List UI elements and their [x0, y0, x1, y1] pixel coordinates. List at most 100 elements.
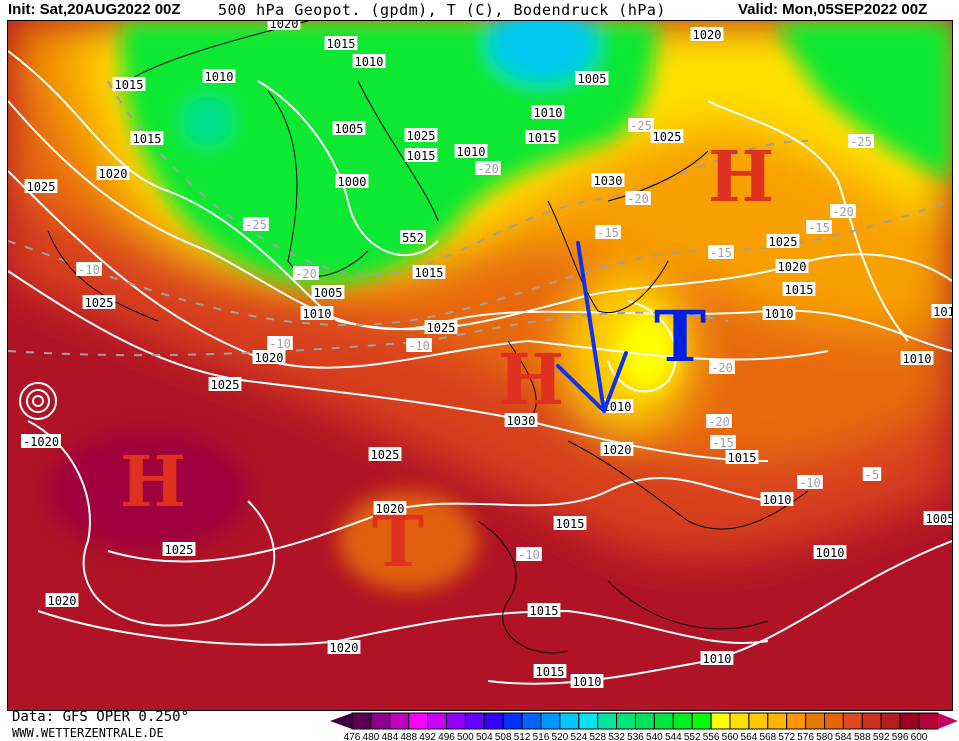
isobar-label: 552: [400, 230, 426, 245]
label-background: [335, 174, 369, 188]
isobar-label: 1025: [404, 128, 438, 143]
label-text: -20: [711, 361, 733, 375]
label-background: [267, 336, 293, 350]
isobar-label: 1020: [775, 259, 809, 274]
legend-swatch: [408, 712, 429, 730]
label-text: 1020: [778, 260, 807, 274]
isotherm-label: -25: [628, 118, 654, 133]
legend-swatch: [824, 712, 844, 730]
legend-label: 596: [892, 732, 909, 741]
label-text: 1025: [653, 130, 682, 144]
isobar-label: 1025: [368, 447, 402, 462]
isotherm-label: -20: [475, 161, 501, 176]
label-text: 1030: [507, 414, 536, 428]
isobar-label: 1015: [112, 77, 146, 92]
label-text: -15: [710, 246, 732, 260]
pressure-symbols: H H T H T: [120, 135, 774, 583]
isobar-label: 1020: [690, 27, 724, 42]
label-text: 1005: [926, 512, 952, 526]
isobar-label: 1010: [202, 69, 236, 84]
label-text: -20: [627, 192, 649, 206]
isobar-label: 1020: [252, 350, 286, 365]
legend-swatch: [842, 712, 863, 730]
isotherm-label: -10: [267, 336, 293, 351]
legend-label: 560: [722, 732, 739, 741]
label-text: -20: [477, 162, 499, 176]
init-time: Init: Sat,20AUG2022 00Z: [8, 1, 181, 18]
legend-label: 572: [778, 732, 795, 741]
label-text: -10: [78, 263, 100, 277]
label-text: 552: [402, 231, 424, 245]
label-background: [708, 245, 734, 259]
legend-label: 484: [381, 732, 398, 741]
isobar-label: 1000: [335, 174, 369, 189]
label-background: [162, 542, 196, 556]
legend-swatch: [540, 712, 561, 730]
isotherms: [8, 80, 952, 357]
label-text: -20: [832, 205, 854, 219]
valid-time: Valid: Mon,05SEP2022 00Z: [738, 1, 928, 18]
isotherm-label: -20: [709, 360, 735, 375]
isobar-label: 1020: [327, 640, 361, 655]
legend-swatch: [502, 712, 523, 730]
data-source: Data: GFS OPER 0.250°: [12, 709, 190, 725]
low-pressure-symbol: T: [372, 500, 424, 583]
legend-swatch: [559, 712, 580, 730]
legend-swatch: [786, 712, 807, 730]
label-text: -15: [597, 226, 619, 240]
label-background: [760, 492, 794, 506]
isotherm-label: -25: [243, 217, 269, 232]
color-legend: 476 480 484 488 492 496 500 504 508 512 516 520 524 5…: [330, 712, 958, 741]
label-background: [300, 306, 334, 320]
isobar-label: 1005: [575, 71, 609, 86]
legend-swatch: [351, 712, 372, 730]
label-background: [553, 516, 587, 530]
label-text: 1020: [48, 594, 77, 608]
arrow-annotation: [556, 241, 628, 413]
legend-swatch: [729, 712, 750, 730]
label-background: [782, 282, 816, 296]
legend-swatch: [748, 712, 769, 730]
legend-swatch: [635, 712, 655, 730]
isotherm-label: -15: [806, 220, 832, 235]
legend-swatch: [805, 712, 826, 730]
weather-map: 1020 1015 1010 1010 1015 1015 1020 1025 1005 1025…: [7, 20, 953, 711]
label-text: 1020: [603, 443, 632, 457]
label-text: 1010: [573, 675, 602, 689]
label-text: 101: [933, 305, 952, 319]
label-text: 1010: [534, 106, 563, 120]
isotherm-label: -15: [708, 245, 734, 260]
legend-label: 492: [419, 732, 436, 741]
label-text: 1025: [165, 543, 194, 557]
isobar-label: 1015: [527, 603, 561, 618]
isobar-label: 1010: [760, 492, 794, 507]
legend-swatch: [616, 712, 637, 730]
label-background: [406, 338, 432, 352]
isobar-label: 1005: [332, 121, 366, 136]
isobar-label: 1010: [700, 651, 734, 666]
legend-label: 528: [589, 732, 606, 741]
label-background: [725, 450, 759, 464]
legend-label: 584: [835, 732, 852, 741]
label-text: 1010: [903, 352, 932, 366]
label-text: 1025: [371, 448, 400, 462]
label-text: 1005: [578, 72, 607, 86]
label-background: [130, 131, 164, 145]
site-credit: WWW.WETTERZENTRALE.DE: [12, 726, 164, 740]
isotherm-label: -20: [830, 204, 856, 219]
label-text: 1020: [99, 167, 128, 181]
legend-label: 552: [684, 732, 701, 741]
label-background: [293, 266, 319, 280]
label-background: [533, 664, 567, 678]
isobar-label: 1025: [208, 377, 242, 392]
label-background: [352, 54, 386, 68]
isobar-label: 1025: [24, 179, 58, 194]
label-text: -10: [799, 476, 821, 490]
arrow-shaft: [576, 241, 606, 413]
label-background: [700, 651, 734, 665]
legend-label: 592: [873, 732, 890, 741]
label-background: [208, 377, 242, 391]
legend-label: 544: [665, 732, 682, 741]
legend-label: 556: [703, 732, 720, 741]
label-background: [82, 295, 116, 309]
